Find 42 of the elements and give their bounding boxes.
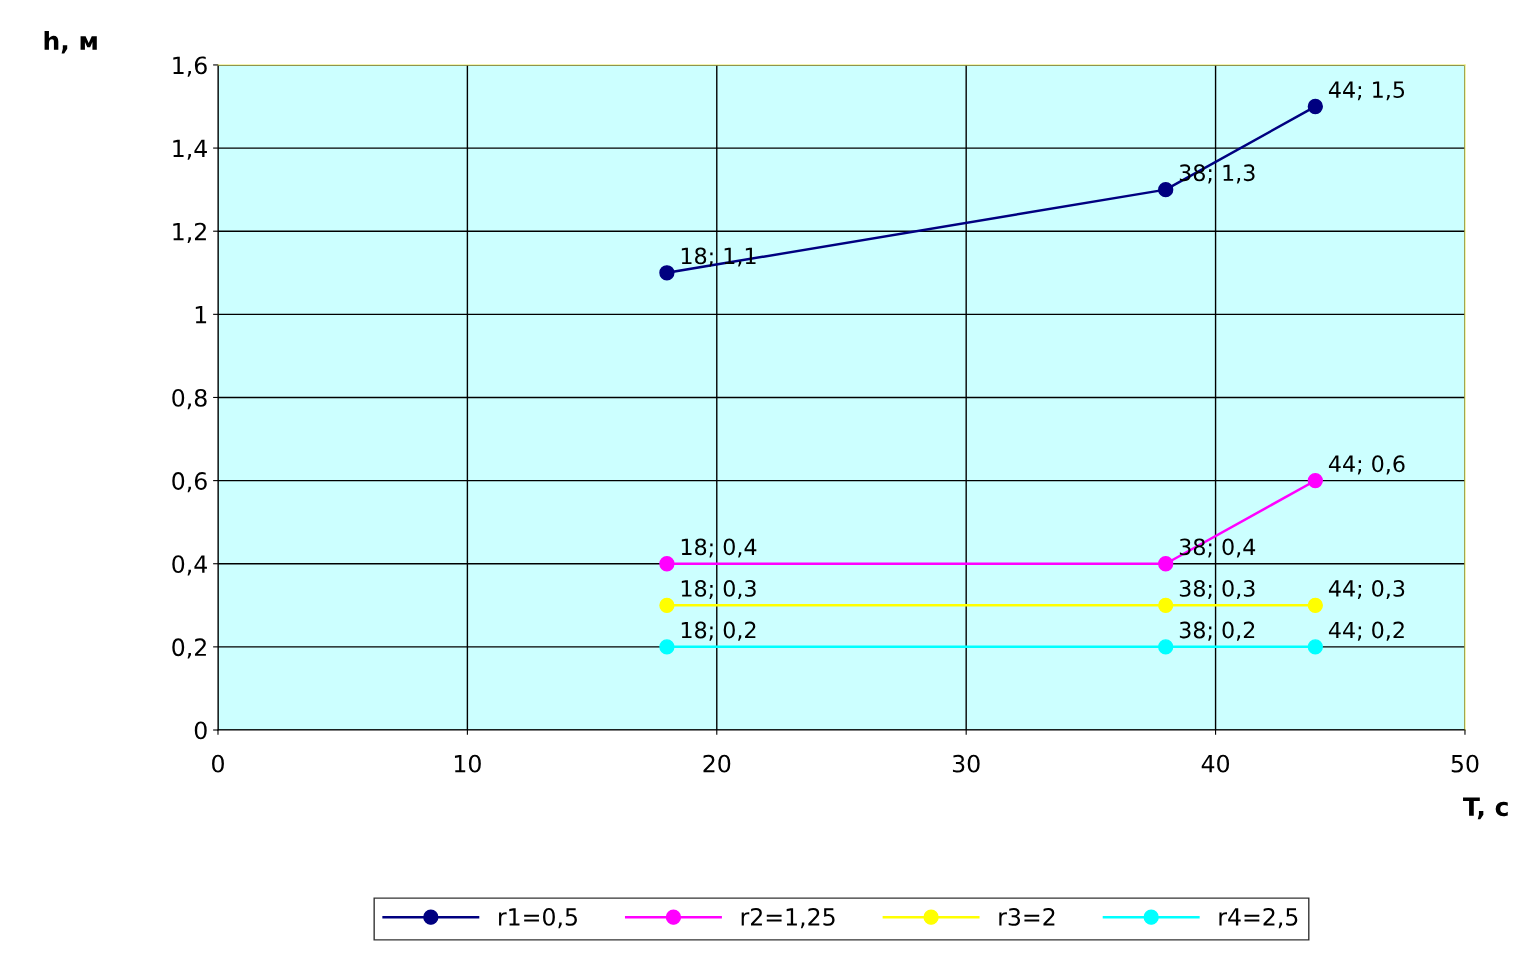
y-tick-label: 0,8 — [172, 388, 207, 410]
legend-label: r3=2 — [999, 907, 1055, 926]
point — [659, 639, 675, 655]
y-tick-label: 0 — [194, 721, 207, 740]
x-tick-label: 30 — [952, 754, 980, 773]
x-tick-label: 0 — [212, 754, 224, 773]
y-axis-title: h, м — [44, 30, 97, 54]
point — [1307, 639, 1323, 655]
point — [659, 556, 675, 572]
data-label: 44; 1,5 — [1328, 81, 1405, 101]
data-label: 18; 0,4 — [681, 538, 757, 558]
y-tick-label: 0,2 — [172, 638, 206, 659]
point — [1158, 639, 1174, 655]
y-tick-label: 1,4 — [173, 139, 207, 160]
legend-label: r2=1,25 — [741, 907, 835, 929]
point — [659, 265, 675, 281]
point — [1158, 597, 1174, 613]
x-tick-label: 10 — [454, 754, 481, 773]
x-tick-label: 20 — [703, 754, 731, 773]
point — [1158, 181, 1174, 198]
data-label: 38; 0,3 — [1179, 580, 1255, 600]
x-tick-label: 50 — [1451, 754, 1479, 773]
data-label: 44; 0,6 — [1328, 455, 1405, 475]
legend-label: r1=0,5 — [499, 907, 577, 929]
point — [1307, 597, 1323, 613]
y-tick-label: 1,6 — [173, 56, 207, 77]
x-axis-title: T, c — [1463, 797, 1508, 820]
data-label: 44; 0,3 — [1328, 580, 1405, 600]
legend-label: r4=2,5 — [1219, 907, 1298, 929]
data-label: 38; 0,2 — [1179, 621, 1255, 641]
data-label: 18; 0,3 — [681, 580, 756, 600]
point — [1307, 472, 1323, 489]
point — [659, 597, 675, 613]
data-label: 18; 0,2 — [681, 621, 756, 641]
y-tick-label: 1,2 — [173, 222, 206, 243]
y-tick-label: 1 — [195, 306, 207, 324]
x-tick-label: 40 — [1201, 754, 1230, 773]
point — [1307, 98, 1323, 115]
data-label: 44; 0,2 — [1328, 621, 1404, 641]
y-tick-label: 0,6 — [172, 472, 207, 493]
y-tick-label: 0,4 — [172, 555, 207, 576]
point — [1158, 556, 1174, 572]
